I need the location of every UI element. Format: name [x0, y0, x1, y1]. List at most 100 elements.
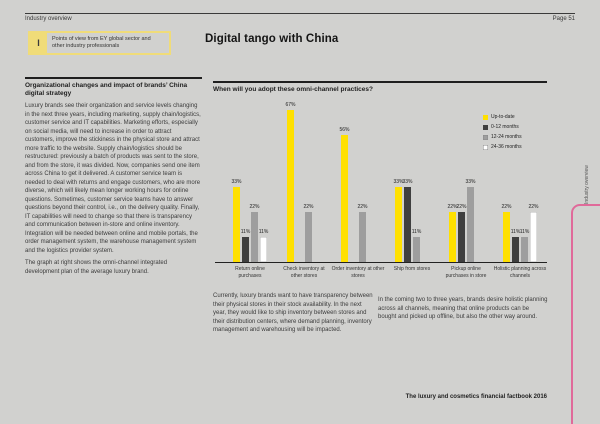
- header-rule: [25, 13, 575, 14]
- bar-slot: 22%: [447, 204, 458, 262]
- left-column-paragraph-2: The graph at right shows the omni-channe…: [25, 260, 168, 275]
- bar-group: 33% 33% 11%: [393, 179, 429, 262]
- left-column-heading: Organizational changes and impact of bra…: [25, 82, 188, 97]
- bar: [458, 212, 465, 262]
- bar: [359, 212, 366, 262]
- left-column: Organizational changes and impact of bra…: [25, 82, 202, 276]
- bar-value-label: 56%: [339, 127, 350, 133]
- bar: [395, 187, 402, 262]
- legend-item: Up-to-date: [483, 114, 522, 120]
- bar-value-label: 11%: [258, 229, 269, 235]
- page-number: Page 51: [552, 16, 575, 22]
- bar-value-label: 22%: [528, 204, 539, 210]
- legend-swatch: [483, 114, 488, 120]
- bar: [305, 212, 312, 262]
- legend-item: 24-36 months: [483, 144, 522, 150]
- bar-slot: 11%: [240, 229, 251, 262]
- bar: [467, 187, 474, 262]
- legend-swatch: [483, 144, 488, 150]
- bar-slot: 56%: [339, 127, 350, 262]
- bar: [341, 135, 348, 262]
- bar-slot: 22%: [303, 204, 314, 262]
- bar-value-label: 22%: [501, 204, 512, 210]
- bar: [233, 187, 240, 262]
- bar-value-label: 33%: [402, 179, 413, 185]
- bar-slot: 22%: [249, 204, 260, 262]
- bottom-paragraph-right: In the coming two to three years, brands…: [378, 297, 548, 320]
- chart-legend: Up-to-date 0-12 months 12-24 months 24-36 m…: [483, 114, 522, 154]
- section-badge: I Points of view from EY global sector a…: [28, 31, 171, 55]
- bar-group: 22% 11% 11% 22%: [501, 204, 539, 262]
- side-tab-label: Industry overview: [584, 165, 590, 204]
- category-axis: Return online purchases Check inventory a…: [215, 266, 547, 279]
- bottom-paragraph-left: Currently, luxury brands want to have tr…: [213, 293, 373, 333]
- legend-label: Up-to-date: [491, 114, 515, 120]
- bar: [260, 237, 267, 262]
- legend-item: 12-24 months: [483, 134, 522, 140]
- legend-label: 0-12 months: [491, 124, 519, 130]
- bar-slot: 11%: [510, 229, 521, 262]
- bar-value-label: 33%: [393, 179, 404, 185]
- left-column-paragraph-1: Luxury brands see their organization and…: [25, 103, 201, 254]
- bar-value-label: 22%: [357, 204, 368, 210]
- bar: [242, 237, 249, 262]
- bar-group: 56% 22%: [339, 127, 375, 262]
- chart-rule: [213, 81, 547, 83]
- bar: [449, 212, 456, 262]
- category-label: Holistic planning across channels: [493, 266, 547, 279]
- bar: [413, 237, 420, 262]
- running-header: Industry overview: [25, 16, 72, 22]
- bar: [512, 237, 519, 262]
- bar-group: 67% 22%: [285, 102, 321, 262]
- bar-slot: 11%: [519, 229, 530, 262]
- legend-label: 12-24 months: [491, 134, 522, 140]
- chart-title: When will you adopt these omni-channel p…: [213, 86, 373, 93]
- bar-value-label: 22%: [447, 204, 458, 210]
- category-label: Pickup online purchases in store: [445, 266, 487, 279]
- category-label: Check inventory at other stores: [283, 266, 325, 279]
- bar-slot: 22%: [501, 204, 512, 262]
- page-title: Digital tango with China: [205, 33, 339, 45]
- bar: [287, 110, 294, 262]
- bar-slot: 11%: [258, 229, 269, 262]
- bar-slot: 33%: [402, 179, 413, 262]
- bar-slot: 22%: [456, 204, 467, 262]
- left-column-rule: [25, 77, 202, 79]
- bar-value-label: 22%: [249, 204, 260, 210]
- bar-slot: 33%: [465, 179, 476, 262]
- bar: [503, 212, 510, 262]
- bar-value-label: 67%: [285, 102, 296, 108]
- bar-value-label: 33%: [465, 179, 476, 185]
- bar-slot: 11%: [411, 229, 422, 262]
- bar-group: 22% 22% 33%: [447, 179, 483, 262]
- bar-value-label: 22%: [303, 204, 314, 210]
- bar-slot: 22%: [528, 204, 539, 262]
- plot-area: 33% 11% 22% 11% 67% 22% 56% 22% 33% 33% 11% 22% 22% 3…: [215, 102, 547, 263]
- bar-slot: 33%: [231, 179, 242, 262]
- category-label: Return online purchases: [235, 266, 265, 279]
- bar-slot: 67%: [285, 102, 296, 262]
- annotation-highlight-box: [571, 204, 600, 424]
- bar-value-label: 22%: [456, 204, 467, 210]
- bar: [251, 212, 258, 262]
- legend-item: 0-12 months: [483, 124, 522, 130]
- bar-slot: 22%: [357, 204, 368, 262]
- legend-swatch: [483, 134, 488, 140]
- bar: [521, 237, 528, 262]
- bar: [404, 187, 411, 262]
- bar-value-label: 11%: [240, 229, 251, 235]
- category-label: Order inventory at other stores: [331, 266, 385, 279]
- bar-slot: 33%: [393, 179, 404, 262]
- section-numeral: I: [30, 33, 47, 53]
- bar-value-label: 11%: [411, 229, 422, 235]
- bar-group: 33% 11% 22% 11%: [231, 179, 269, 262]
- legend-swatch: [483, 124, 488, 130]
- bar-value-label: 33%: [231, 179, 242, 185]
- bar-value-label: 11%: [510, 229, 521, 235]
- bar: [530, 212, 537, 262]
- legend-label: 24-36 months: [491, 144, 522, 150]
- section-badge-label: Points of view from EY global sector and…: [52, 36, 151, 49]
- bar-value-label: 11%: [519, 229, 530, 235]
- footer-title: The luxury and cosmetics financial factb…: [405, 394, 547, 400]
